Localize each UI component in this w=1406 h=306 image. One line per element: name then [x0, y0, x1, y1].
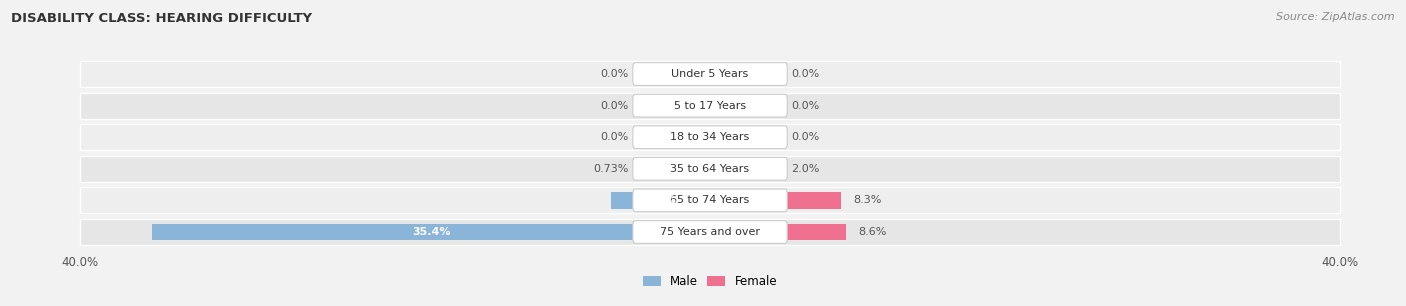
Bar	[80, 61, 1340, 87]
Text: 8.3%: 8.3%	[853, 195, 882, 205]
Bar	[710, 192, 841, 209]
Bar	[80, 188, 1340, 213]
FancyBboxPatch shape	[633, 63, 787, 85]
FancyBboxPatch shape	[633, 157, 787, 180]
Text: 2.0%: 2.0%	[792, 164, 820, 174]
Text: 0.0%: 0.0%	[600, 101, 628, 111]
FancyBboxPatch shape	[633, 189, 787, 212]
Text: DISABILITY CLASS: HEARING DIFFICULTY: DISABILITY CLASS: HEARING DIFFICULTY	[11, 12, 312, 25]
Legend: Male, Female: Male, Female	[643, 275, 778, 288]
Text: 0.0%: 0.0%	[600, 132, 628, 142]
Text: 0.0%: 0.0%	[600, 69, 628, 79]
Text: 8.6%: 8.6%	[858, 227, 887, 237]
Text: 0.0%: 0.0%	[792, 132, 820, 142]
Text: 5 to 17 Years: 5 to 17 Years	[673, 101, 747, 111]
Text: 75 Years and over: 75 Years and over	[659, 227, 761, 237]
Text: 35 to 64 Years: 35 to 64 Years	[671, 164, 749, 174]
Bar	[80, 156, 1340, 182]
Bar	[710, 224, 845, 240]
Bar	[80, 219, 1340, 245]
FancyBboxPatch shape	[633, 94, 787, 117]
Text: Under 5 Years: Under 5 Years	[672, 69, 748, 79]
Text: 35.4%: 35.4%	[412, 227, 450, 237]
Bar	[152, 224, 710, 240]
Text: 6.3%: 6.3%	[645, 195, 676, 205]
FancyBboxPatch shape	[633, 126, 787, 149]
Text: 65 to 74 Years: 65 to 74 Years	[671, 195, 749, 205]
Bar	[610, 192, 710, 209]
FancyBboxPatch shape	[633, 221, 787, 243]
Text: 0.0%: 0.0%	[792, 69, 820, 79]
Bar	[80, 124, 1340, 150]
Bar	[699, 161, 710, 177]
Text: 0.73%: 0.73%	[593, 164, 628, 174]
Bar	[80, 93, 1340, 118]
Text: Source: ZipAtlas.com: Source: ZipAtlas.com	[1277, 12, 1395, 22]
Text: 0.0%: 0.0%	[792, 101, 820, 111]
Text: 18 to 34 Years: 18 to 34 Years	[671, 132, 749, 142]
Bar	[710, 161, 741, 177]
